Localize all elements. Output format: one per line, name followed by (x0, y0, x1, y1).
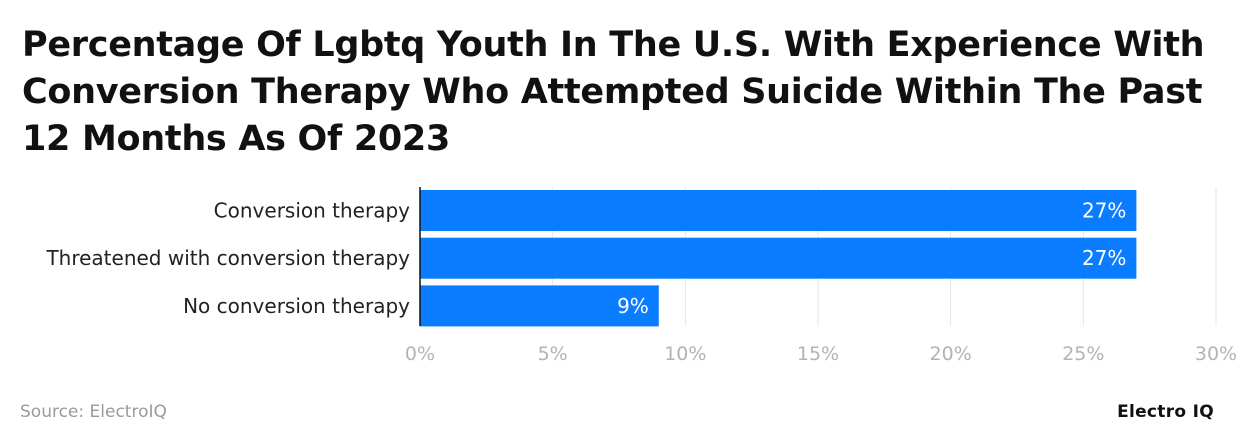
x-tick-label: 20% (930, 343, 972, 365)
x-tick-label: 15% (797, 343, 839, 365)
x-tick-label: 5% (538, 343, 568, 365)
data-labels: 27% 27% 9% (617, 199, 1126, 318)
x-tick-label: 0% (405, 343, 435, 365)
category-label: No conversion therapy (183, 294, 410, 318)
x-tick-label: 10% (664, 343, 706, 365)
bars (420, 190, 1137, 327)
category-label: Conversion therapy (214, 199, 410, 223)
bar (420, 285, 659, 327)
source-note: Source: ElectroIQ (20, 402, 167, 422)
data-label: 9% (617, 294, 649, 318)
chart-title: Percentage Of Lgbtq Youth In The U.S. Wi… (22, 25, 1205, 159)
x-tick-labels: 0% 5% 10% 15% 20% 25% 30% (405, 343, 1237, 365)
x-tick-label: 30% (1195, 343, 1237, 365)
data-label: 27% (1082, 246, 1126, 270)
bar (420, 237, 1137, 279)
brand-logo: Electro IQ (1117, 402, 1214, 422)
data-label: 27% (1082, 199, 1126, 223)
category-labels: Conversion therapy Threatened with conver… (45, 199, 410, 318)
x-tick-label: 25% (1062, 343, 1104, 365)
bar (420, 190, 1137, 231)
category-label: Threatened with conversion therapy (45, 246, 410, 270)
